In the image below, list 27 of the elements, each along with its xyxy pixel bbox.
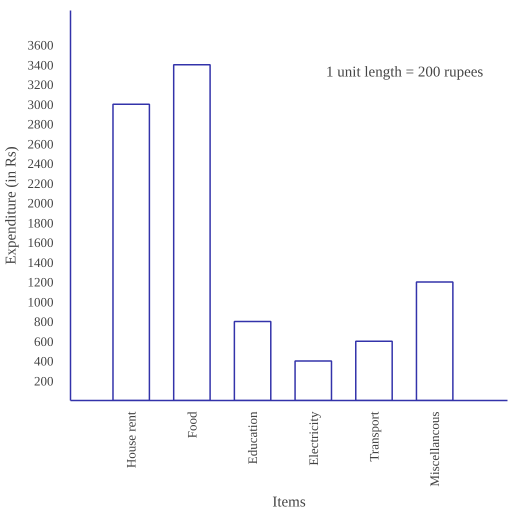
y-tick-label: 1800 — [28, 215, 54, 230]
y-tick-label: 1200 — [28, 274, 54, 290]
y-tick-label: 600 — [34, 334, 54, 349]
y-tick-label: 1600 — [28, 235, 54, 250]
y-tick-label: 2000 — [28, 196, 54, 211]
x-tick-label: Electricity — [306, 411, 321, 466]
y-tick-label: 3000 — [28, 96, 54, 112]
y-tick-label: 3600 — [28, 38, 54, 53]
y-tick-label: 1000 — [28, 294, 54, 310]
y-tick-label: 200 — [34, 373, 54, 388]
y-tick-label: 800 — [34, 314, 54, 330]
y-tick-label: 2400 — [28, 156, 54, 172]
x-tick-label: House rent — [124, 411, 139, 468]
annotation: 1 unit length = 200 rupees — [326, 64, 484, 81]
x-tick-label: Education — [245, 411, 260, 464]
x-axis-title: Items — [272, 494, 306, 511]
y-tick-label: 2200 — [28, 176, 54, 191]
x-tick-label: Transport — [366, 411, 382, 462]
y-tick-label: 3400 — [28, 57, 54, 72]
y-tick-label: 2600 — [28, 136, 54, 152]
y-tick-label: 3200 — [28, 77, 54, 92]
y-tick-label: 2800 — [28, 116, 54, 132]
x-tick-label: Food — [184, 411, 200, 438]
y-axis-title: Expenditure (in Rs) — [4, 146, 20, 265]
y-tick-label: 400 — [34, 354, 54, 369]
y-tick-label: 1400 — [28, 254, 54, 270]
x-tick-label: Miscellancous — [427, 412, 442, 487]
